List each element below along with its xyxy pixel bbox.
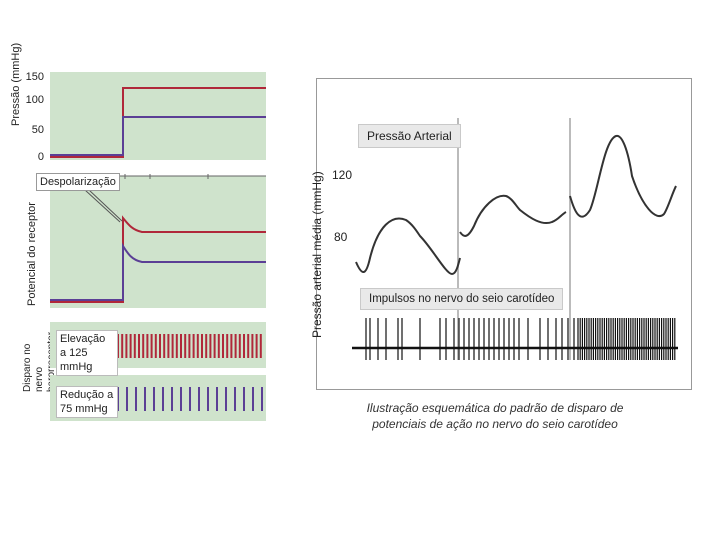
firing-drop-spikes [117, 387, 263, 411]
drop-label: Redução a 75 mmHg [56, 386, 118, 418]
depolarization-pointer [84, 189, 123, 223]
receptor-panel [50, 176, 266, 308]
receptor-elevation-trace [50, 215, 266, 303]
rise-label: Elevação a 125 mmHg [56, 330, 118, 376]
figure-caption: Ilustração esquemática do padrão de disp… [366, 401, 624, 431]
firing-rise-spikes [117, 334, 262, 358]
y-tick-80: 80 [334, 230, 348, 244]
depolarization-label: Despolarização [36, 173, 120, 191]
receptor-panel-ticks [50, 174, 266, 179]
pressure-waveform [355, 134, 677, 276]
pressure-label: Pressão Arterial [358, 124, 461, 148]
pressure-tick-150: 150 [25, 71, 44, 83]
impulses-label: Impulsos no nervo do seio carotídeo [360, 288, 564, 310]
pressure-tick-50: 50 [31, 124, 44, 136]
pressure-tick-0: 0 [37, 151, 44, 163]
nerve-impulses [365, 318, 676, 360]
segment-dividers [457, 118, 571, 360]
receptor-reduction-trace [50, 242, 266, 301]
pressure-tick-100: 100 [25, 94, 44, 106]
y-tick-120: 120 [332, 168, 353, 182]
pressure-reduction-trace [50, 116, 266, 156]
